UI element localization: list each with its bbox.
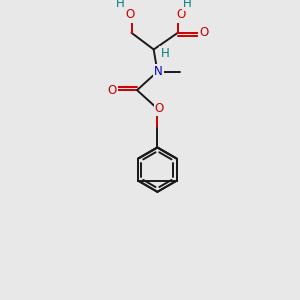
Text: O: O xyxy=(154,102,164,115)
Text: N: N xyxy=(154,65,163,78)
Text: H: H xyxy=(160,47,169,60)
Text: O: O xyxy=(176,8,185,21)
Text: O: O xyxy=(199,26,208,39)
Text: H: H xyxy=(183,0,191,10)
Text: O: O xyxy=(107,84,117,97)
Text: O: O xyxy=(125,8,134,21)
Text: H: H xyxy=(116,0,125,10)
